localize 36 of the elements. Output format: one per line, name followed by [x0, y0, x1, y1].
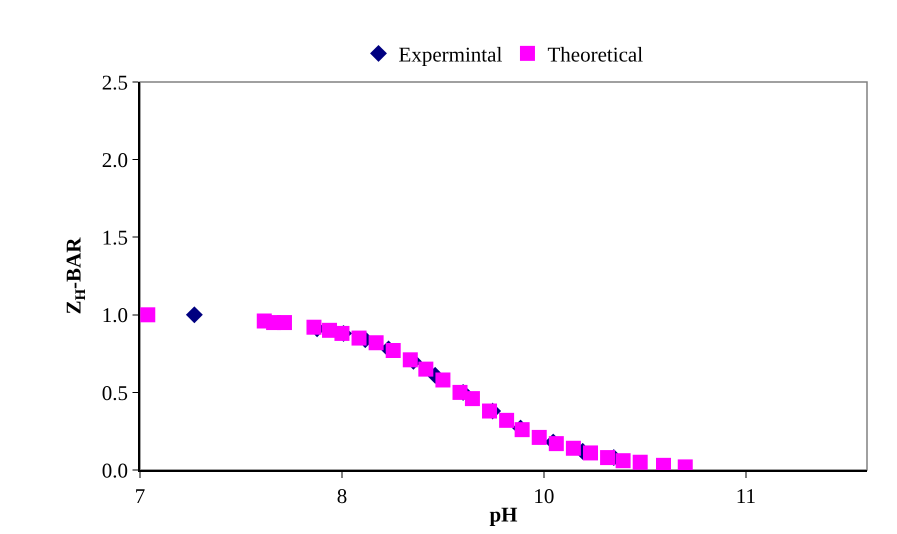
point — [566, 440, 581, 456]
legend-label: Theoretical — [547, 42, 644, 67]
x-tick-label: 10 — [533, 484, 554, 508]
y-tick-label: 0.5 — [102, 380, 128, 405]
y-tick-label: 2.0 — [102, 148, 128, 172]
point — [334, 326, 350, 341]
point — [548, 436, 564, 452]
point — [435, 372, 450, 388]
point — [140, 307, 156, 322]
x-tick-label: 11 — [736, 484, 756, 508]
point — [514, 422, 530, 438]
y-tick-label: 1.5 — [102, 226, 128, 250]
point — [600, 450, 616, 466]
point — [402, 352, 418, 368]
point — [632, 454, 648, 470]
point — [532, 430, 547, 445]
point — [386, 343, 401, 358]
point — [582, 445, 598, 460]
point — [482, 404, 498, 419]
point — [352, 330, 367, 346]
point — [368, 335, 384, 350]
y-tick-label: 2.5 — [102, 70, 128, 94]
x-tick-label: 8 — [336, 484, 348, 508]
point — [276, 315, 292, 330]
point — [616, 453, 631, 468]
y-tick-label: 1.0 — [102, 303, 128, 328]
point — [306, 320, 322, 335]
point — [418, 362, 434, 377]
x-tick-label: 7 — [134, 484, 146, 508]
point — [499, 412, 514, 428]
y-tick-label: 0.0 — [102, 458, 128, 482]
legend-label: Expermintal — [398, 42, 502, 67]
x-axis-title: pH — [489, 502, 518, 527]
point — [186, 306, 203, 324]
point — [452, 384, 468, 400]
point — [464, 391, 480, 406]
